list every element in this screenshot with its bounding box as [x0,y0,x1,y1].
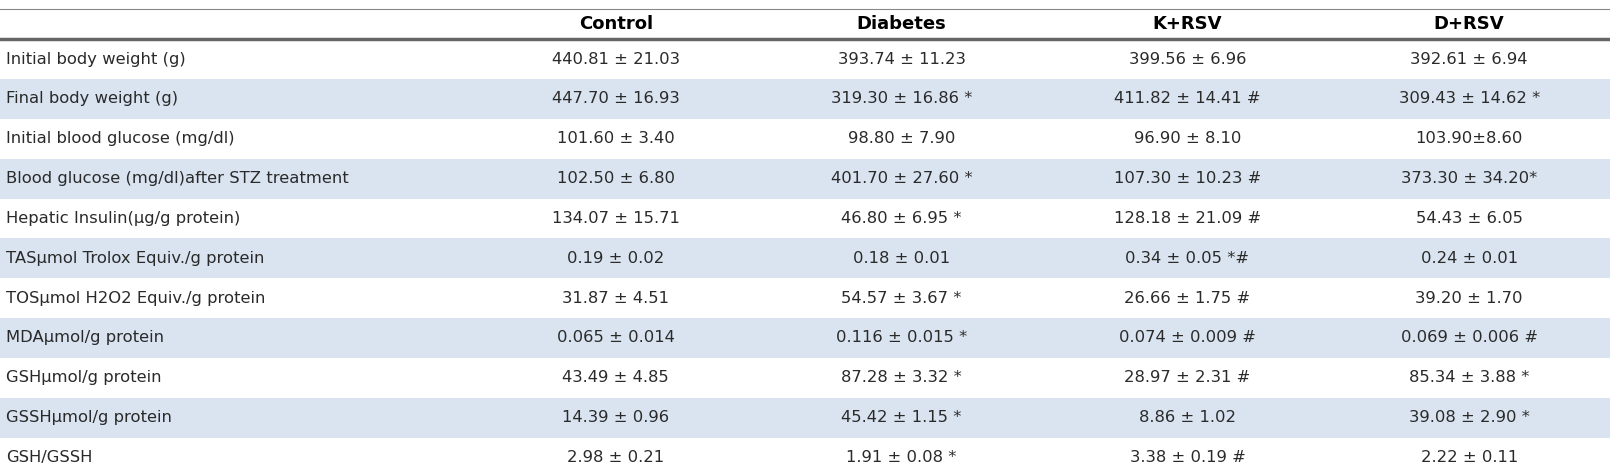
Text: 411.82 ± 14.41 #: 411.82 ± 14.41 # [1114,91,1261,107]
Text: 399.56 ± 6.96: 399.56 ± 6.96 [1129,51,1246,66]
Text: 2.22 ± 0.11: 2.22 ± 0.11 [1420,450,1518,465]
Text: 8.86 ± 1.02: 8.86 ± 1.02 [1138,410,1236,425]
Text: 1.91 ± 0.08 *: 1.91 ± 0.08 * [847,450,956,465]
Text: 0.19 ± 0.02: 0.19 ± 0.02 [567,251,665,266]
Text: 2.98 ± 0.21: 2.98 ± 0.21 [567,450,665,465]
Text: 319.30 ± 16.86 *: 319.30 ± 16.86 * [831,91,972,107]
Text: 54.43 ± 6.05: 54.43 ± 6.05 [1415,211,1523,226]
Text: 0.069 ± 0.006 #: 0.069 ± 0.006 # [1401,330,1538,345]
Text: 43.49 ± 4.85: 43.49 ± 4.85 [562,370,670,385]
Text: Diabetes: Diabetes [857,15,947,33]
Text: 96.90 ± 8.10: 96.90 ± 8.10 [1133,132,1241,146]
Text: 0.074 ± 0.009 #: 0.074 ± 0.009 # [1119,330,1256,345]
Text: 98.80 ± 7.90: 98.80 ± 7.90 [848,132,955,146]
Text: 0.34 ± 0.05 *#: 0.34 ± 0.05 *# [1125,251,1249,266]
Text: 309.43 ± 14.62 *: 309.43 ± 14.62 * [1399,91,1539,107]
Text: 392.61 ± 6.94: 392.61 ± 6.94 [1410,51,1528,66]
Text: 39.08 ± 2.90 *: 39.08 ± 2.90 * [1409,410,1530,425]
Text: TOSμmol H2O2 Equiv./g protein: TOSμmol H2O2 Equiv./g protein [6,291,266,306]
Text: 87.28 ± 3.32 *: 87.28 ± 3.32 * [840,370,961,385]
Text: 3.38 ± 0.19 #: 3.38 ± 0.19 # [1130,450,1245,465]
Text: Hepatic Insulin(μg/g protein): Hepatic Insulin(μg/g protein) [6,211,241,226]
Text: 0.24 ± 0.01: 0.24 ± 0.01 [1420,251,1518,266]
Text: 39.20 ± 1.70: 39.20 ± 1.70 [1415,291,1523,306]
Text: Initial blood glucose (mg/dl): Initial blood glucose (mg/dl) [6,132,235,146]
Text: 14.39 ± 0.96: 14.39 ± 0.96 [562,410,670,425]
Bar [0,398,1610,438]
Text: 101.60 ± 3.40: 101.60 ± 3.40 [557,132,675,146]
Text: 102.50 ± 6.80: 102.50 ± 6.80 [557,171,675,186]
Text: 440.81 ± 21.03: 440.81 ± 21.03 [552,51,679,66]
Text: 107.30 ± 10.23 #: 107.30 ± 10.23 # [1114,171,1261,186]
Text: 54.57 ± 3.67 *: 54.57 ± 3.67 * [842,291,961,306]
Text: 393.74 ± 11.23: 393.74 ± 11.23 [837,51,966,66]
Text: TASμmol Trolox Equiv./g protein: TASμmol Trolox Equiv./g protein [6,251,264,266]
Bar [0,159,1610,198]
Text: MDAμmol/g protein: MDAμmol/g protein [6,330,164,345]
Text: D+RSV: D+RSV [1435,15,1504,33]
Text: 26.66 ± 1.75 #: 26.66 ± 1.75 # [1124,291,1251,306]
Text: K+RSV: K+RSV [1153,15,1222,33]
Text: GSH/GSSH: GSH/GSSH [6,450,93,465]
Text: 0.18 ± 0.01: 0.18 ± 0.01 [853,251,950,266]
Text: Final body weight (g): Final body weight (g) [6,91,179,107]
Text: GSHμmol/g protein: GSHμmol/g protein [6,370,163,385]
Text: 85.34 ± 3.88 *: 85.34 ± 3.88 * [1409,370,1530,385]
Text: Initial body weight (g): Initial body weight (g) [6,51,187,66]
Text: 46.80 ± 6.95 *: 46.80 ± 6.95 * [842,211,961,226]
Text: 45.42 ± 1.15 *: 45.42 ± 1.15 * [842,410,961,425]
Text: 28.97 ± 2.31 #: 28.97 ± 2.31 # [1124,370,1251,385]
Text: 447.70 ± 16.93: 447.70 ± 16.93 [552,91,679,107]
Text: 373.30 ± 34.20*: 373.30 ± 34.20* [1401,171,1538,186]
Text: 103.90±8.60: 103.90±8.60 [1415,132,1523,146]
Bar [0,238,1610,278]
Text: 401.70 ± 27.60 *: 401.70 ± 27.60 * [831,171,972,186]
Text: 0.116 ± 0.015 *: 0.116 ± 0.015 * [836,330,968,345]
Bar [0,318,1610,358]
Text: 31.87 ± 4.51: 31.87 ± 4.51 [562,291,670,306]
Text: Control: Control [578,15,654,33]
Text: 0.065 ± 0.014: 0.065 ± 0.014 [557,330,675,345]
Text: 128.18 ± 21.09 #: 128.18 ± 21.09 # [1114,211,1261,226]
Text: GSSHμmol/g protein: GSSHμmol/g protein [6,410,172,425]
Bar [0,79,1610,119]
Text: Blood glucose (mg/dl)after STZ treatment: Blood glucose (mg/dl)after STZ treatment [6,171,349,186]
Text: 134.07 ± 15.71: 134.07 ± 15.71 [552,211,679,226]
